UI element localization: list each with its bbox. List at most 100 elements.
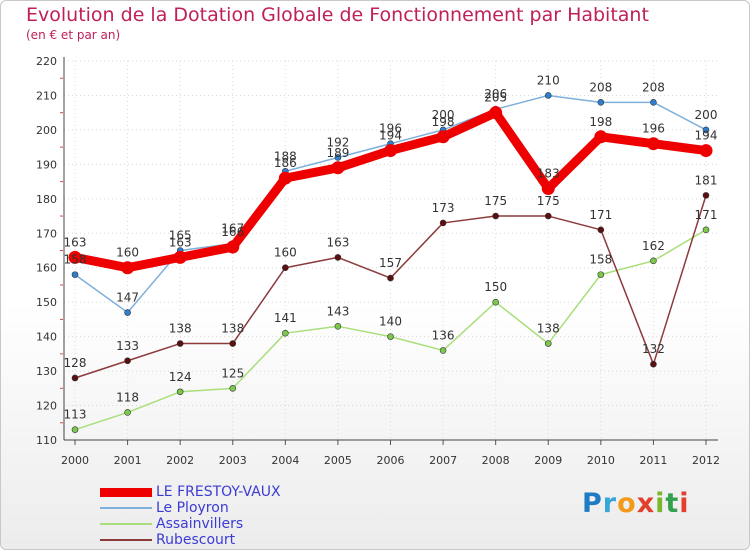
data-label: 160: [116, 246, 139, 260]
data-point-s3: [544, 212, 552, 220]
data-point-s1: [597, 99, 605, 106]
data-point-s2: [282, 329, 289, 337]
data-point-s2: [71, 426, 79, 433]
x-tick-label: 2010: [587, 454, 615, 467]
data-label: 192: [326, 135, 349, 149]
data-point-s3: [71, 374, 79, 382]
data-point-s2: [702, 226, 710, 234]
series-lines: [68, 92, 713, 433]
data-label: 171: [589, 208, 612, 222]
data-label: 206: [484, 87, 507, 101]
data-label: 124: [169, 370, 192, 384]
data-point-s0: [646, 137, 660, 151]
x-tick-label: 2012: [692, 454, 720, 467]
y-tick-label: 130: [36, 365, 57, 378]
data-label: 133: [116, 339, 139, 353]
data-point-s1: [702, 126, 710, 134]
x-tick-label: 2001: [114, 454, 142, 467]
data-point-s2: [650, 257, 657, 265]
data-point-s2: [492, 298, 499, 306]
data-label: 188: [274, 149, 297, 163]
data-label: 138: [537, 322, 560, 336]
data-label: 141: [274, 311, 297, 325]
data-point-s0: [699, 144, 713, 158]
series-line-3: [74, 194, 707, 379]
data-label: 138: [221, 322, 244, 336]
legend-item: Le Ployron: [100, 500, 400, 516]
data-label: 208: [589, 80, 612, 94]
data-point-s0: [489, 106, 503, 120]
x-tick-label: 2000: [61, 454, 89, 467]
proxiti-logo: Proxiti: [582, 488, 690, 519]
data-label: 200: [695, 108, 718, 122]
legend-item: Rubescourt: [100, 532, 400, 548]
data-label: 194: [695, 129, 718, 143]
axes: 110 120 130 140 150 160 170 180 190 200 210 220 2000…: [36, 55, 720, 467]
legend-label: Le Ployron: [156, 500, 229, 516]
data-label: 173: [432, 201, 455, 215]
x-tick-label: 2011: [639, 454, 667, 467]
y-tick-label: 140: [36, 331, 57, 344]
data-label: 136: [432, 328, 455, 342]
data-point-s3: [439, 219, 447, 227]
x-tick-label: 2003: [219, 454, 247, 467]
data-label: 189: [326, 146, 349, 160]
data-label: 175: [537, 194, 560, 208]
data-point-s3: [492, 212, 499, 220]
y-tick-label: 190: [36, 158, 57, 171]
data-point-s0: [226, 240, 240, 254]
data-point-s2: [439, 347, 447, 354]
data-point-s2: [387, 333, 394, 340]
data-label: 208: [642, 80, 665, 94]
data-point-s3: [702, 192, 710, 199]
data-label: 163: [326, 235, 349, 249]
x-tick-label: 2002: [166, 454, 194, 467]
data-point-s2: [544, 340, 552, 347]
data-point-s2: [124, 409, 131, 416]
data-point-s3: [282, 264, 289, 272]
legend-item: Assainvillers: [100, 516, 400, 532]
chart-title: Evolution de la Dotation Globale de Fonc…: [26, 4, 649, 26]
data-label: 128: [64, 356, 87, 370]
y-tick-label: 210: [36, 89, 57, 102]
data-label: 200: [432, 108, 455, 122]
data-label: 158: [64, 253, 87, 267]
data-label: 143: [326, 304, 349, 318]
data-point-s0: [68, 250, 82, 264]
data-label: 158: [589, 253, 612, 267]
data-point-s1: [334, 154, 342, 161]
legend-swatch: [100, 507, 152, 509]
data-label: 113: [64, 408, 87, 422]
data-point-s0: [436, 130, 450, 144]
data-point-s0: [541, 181, 555, 195]
x-tick-label: 2004: [271, 454, 299, 467]
legend-swatch: [100, 539, 152, 541]
data-label: 198: [589, 115, 612, 129]
legend: LE FRESTOY-VAUX Le Ployron Assainvillers Ru…: [100, 484, 400, 548]
data-point-s3: [650, 360, 657, 368]
data-label: 160: [274, 246, 297, 260]
data-label: 183: [537, 166, 560, 180]
y-tick-label: 120: [36, 400, 57, 413]
data-label: 171: [695, 208, 718, 222]
data-label: 196: [379, 122, 402, 136]
data-label: 157: [379, 256, 402, 270]
x-tick-label: 2007: [429, 454, 457, 467]
data-point-s3: [334, 254, 342, 261]
data-point-s2: [229, 385, 237, 392]
data-label: 166: [221, 225, 244, 239]
chart-subtitle: (en € et par an): [26, 28, 121, 42]
data-point-s3: [176, 340, 184, 347]
data-point-s0: [121, 261, 135, 275]
data-label: 186: [274, 156, 297, 170]
data-label: 163: [169, 235, 192, 249]
legend-label: Rubescourt: [156, 532, 236, 548]
data-label: 147: [116, 291, 139, 305]
data-label: 165: [169, 229, 192, 243]
data-point-s2: [334, 322, 342, 330]
data-point-s2: [176, 388, 184, 396]
data-point-s0: [331, 161, 345, 175]
data-point-s3: [124, 357, 131, 365]
x-tick-label: 2008: [482, 454, 510, 467]
